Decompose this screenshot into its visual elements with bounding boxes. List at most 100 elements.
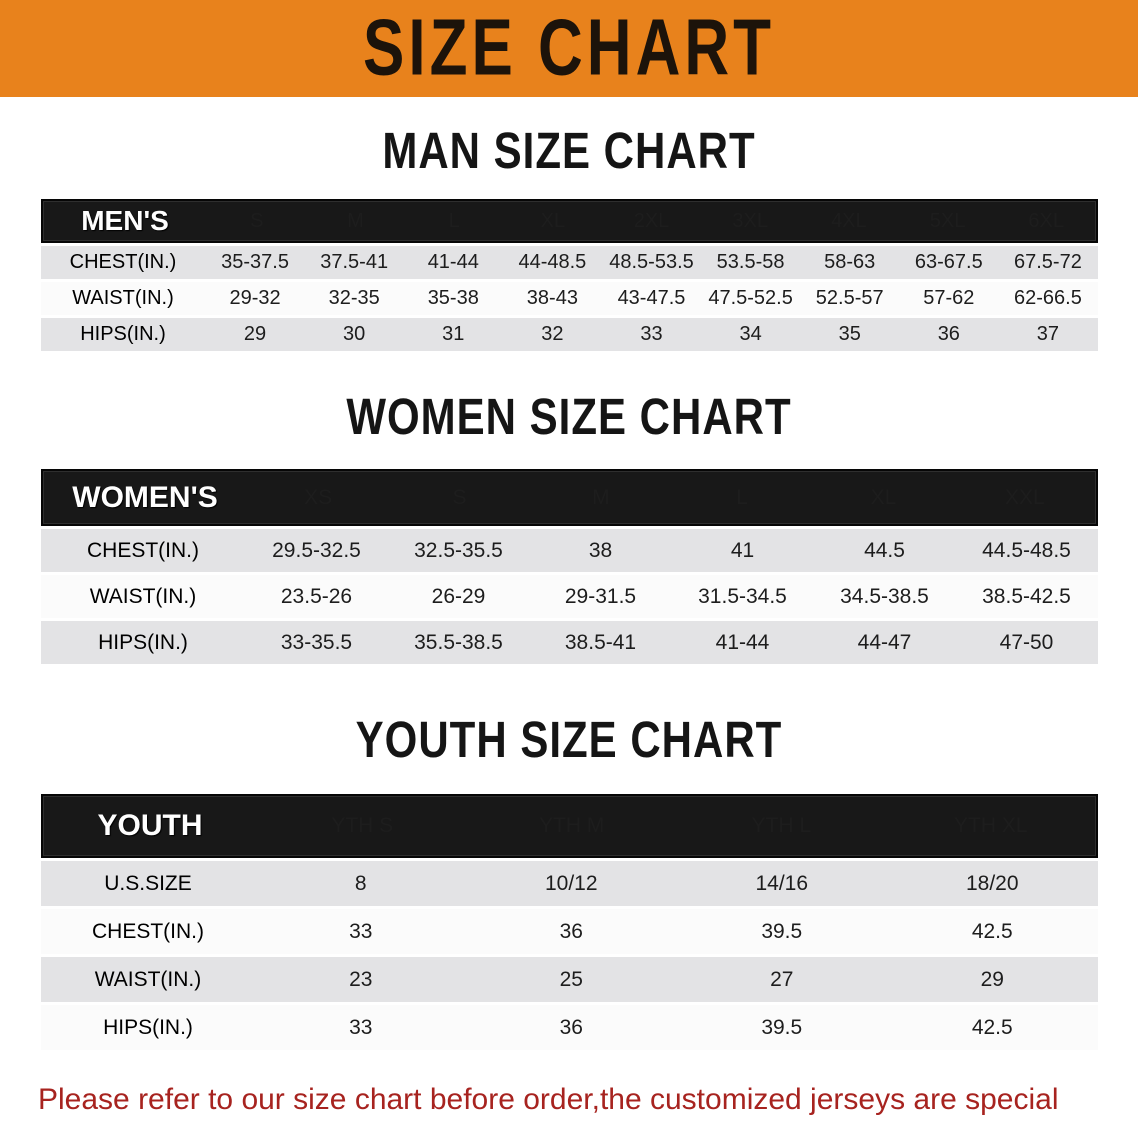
- banner-title: SIZE CHART: [363, 4, 775, 93]
- row-label: WAIST(IN.): [72, 287, 174, 309]
- size-value-cell: 47.5-52.5: [708, 287, 793, 309]
- size-value-cell: 52.5-57: [815, 287, 884, 309]
- size-value-cell: 41: [730, 538, 755, 562]
- size-value-cell: 35: [838, 323, 861, 345]
- size-value-cell: 43-47.5: [617, 287, 686, 309]
- table-corner-label: MEN'S: [81, 205, 169, 236]
- size-column-header: XL: [540, 209, 566, 232]
- size-value-cell: 10/12: [544, 871, 598, 895]
- size-value-cell: 29-31.5: [564, 584, 637, 608]
- size-value-cell: 14/16: [755, 871, 809, 895]
- size-value-cell: 39.5: [761, 1015, 803, 1039]
- size-value-cell: 32.5-35.5: [414, 538, 503, 562]
- size-column-header: 2XL: [633, 209, 670, 232]
- size-value-cell: 34.5-38.5: [840, 584, 929, 608]
- size-value-cell: 23.5-26: [280, 584, 353, 608]
- size-value-cell: 44-48.5: [518, 251, 587, 273]
- size-value-cell: 36: [559, 1015, 583, 1039]
- size-value-cell: 62-66.5: [1014, 287, 1082, 309]
- order-policy-line1: Please refer to our size chart before or…: [38, 1083, 1059, 1132]
- size-column-header: S: [452, 485, 467, 509]
- size-value-cell: 38: [588, 538, 613, 562]
- size-value-cell: 37: [1036, 323, 1060, 345]
- size-value-cell: 39.5: [761, 919, 803, 943]
- size-value-cell: 33: [640, 323, 663, 345]
- size-column-header: 3XL: [732, 209, 768, 232]
- size-table-row: U.S.SIZE 8 10/12 14/16 18/20: [40, 861, 1098, 906]
- size-value-cell: 26-29: [431, 584, 486, 608]
- size-table-header-row: YOUTH YTH S YTH M YTH L YTH XL: [40, 794, 1098, 858]
- order-policy-note: Please refer to our size chart before or…: [38, 1076, 1138, 1132]
- size-value-cell: 35-38: [427, 287, 479, 309]
- size-value-cell: 42.5: [971, 1015, 1013, 1039]
- size-column-header: XXL: [1004, 485, 1045, 509]
- size-column-header: M: [347, 209, 364, 232]
- row-label: HIPS(IN.): [103, 1015, 193, 1039]
- size-column-header: YTH L: [751, 814, 811, 837]
- size-value-cell: 58-63: [824, 251, 876, 273]
- size-column-header: L: [736, 485, 748, 509]
- size-value-cell: 30: [343, 323, 366, 345]
- size-table-row: CHEST(IN.) 29.5-32.5 32.5-35.5 38 41 44.5 44.5…: [40, 529, 1098, 572]
- table-corner-label: YOUTH: [97, 809, 203, 842]
- size-column-header: 6XL: [1028, 209, 1064, 232]
- size-table-row: WAIST(IN.) 23.5-26 26-29 29-31.5 31.5-34.5 34…: [40, 575, 1098, 618]
- size-value-cell: 53.5-58: [716, 251, 785, 273]
- size-value-cell: 18/20: [965, 871, 1019, 895]
- size-column-header: L: [448, 209, 460, 232]
- row-label: CHEST(IN.): [92, 919, 204, 943]
- size-value-cell: 44-47: [857, 630, 912, 654]
- size-column-header: YTH S: [331, 814, 394, 837]
- size-column-header: YTH XL: [953, 814, 1028, 837]
- size-value-cell: 33-35.5: [280, 630, 353, 654]
- size-value-cell: 31.5-34.5: [698, 584, 787, 608]
- size-column-header: M: [592, 485, 610, 509]
- man-size-chart-heading: MAN SIZE CHART: [382, 121, 756, 180]
- row-label: CHEST(IN.): [87, 538, 199, 562]
- size-value-cell: 34: [739, 323, 762, 345]
- row-label: HIPS(IN.): [98, 630, 188, 654]
- size-value-cell: 41-44: [715, 630, 770, 654]
- size-table-row: HIPS(IN.) 29 30 31 32 33 34 35 36 37: [40, 318, 1098, 351]
- size-table-row: HIPS(IN.) 33 36 39.5 42.5: [40, 1005, 1098, 1050]
- size-value-cell: 36: [937, 323, 960, 345]
- size-value-cell: 23: [349, 967, 373, 991]
- size-value-cell: 29: [980, 967, 1004, 991]
- size-table-header-row: MEN'S S M L XL 2XL 3XL 4XL 5XL 6XL: [40, 199, 1098, 243]
- size-column-header: XL: [870, 485, 897, 509]
- table-corner-label: WOMEN'S: [72, 480, 218, 514]
- size-value-cell: 41-44: [427, 251, 479, 273]
- size-value-cell: 8: [354, 871, 367, 895]
- size-table-row: WAIST(IN.) 29-32 32-35 35-38 38-43 43-47.5 47.…: [40, 282, 1098, 315]
- size-chart-banner: SIZE CHART: [0, 0, 1138, 97]
- size-value-cell: 63-67.5: [914, 251, 983, 273]
- size-value-cell: 38-43: [526, 287, 578, 309]
- youth-size-table: YOUTH YTH S YTH M YTH L YTH XL U.S.SIZE 8 10/12…: [40, 794, 1098, 1050]
- size-value-cell: 67.5-72: [1014, 251, 1082, 273]
- size-value-cell: 29: [243, 323, 267, 345]
- size-value-cell: 31: [442, 323, 465, 345]
- size-value-cell: 48.5-53.5: [609, 251, 694, 273]
- size-column-header: 4XL: [831, 209, 867, 232]
- size-table-row: CHEST(IN.) 35-37.5 37.5-41 41-44 44-48.5 48.5…: [40, 246, 1098, 279]
- size-value-cell: 38.5-41: [564, 630, 637, 654]
- size-value-cell: 57-62: [923, 287, 975, 309]
- size-value-cell: 29-32: [229, 287, 281, 309]
- size-table-header-row: WOMEN'S XS S M L XL XXL: [40, 469, 1098, 526]
- size-value-cell: 35-37.5: [221, 251, 289, 273]
- size-value-cell: 32-35: [328, 287, 380, 309]
- size-value-cell: 35.5-38.5: [414, 630, 503, 654]
- size-value-cell: 42.5: [971, 919, 1013, 943]
- size-value-cell: 33: [349, 919, 373, 943]
- row-label: CHEST(IN.): [69, 251, 177, 273]
- size-value-cell: 36: [559, 919, 583, 943]
- size-table-row: WAIST(IN.) 23 25 27 29: [40, 957, 1098, 1002]
- mens-size-table: MEN'S S M L XL 2XL 3XL 4XL 5XL 6XL CHEST(IN.) 35-37…: [40, 199, 1098, 351]
- size-value-cell: 37.5-41: [320, 251, 389, 273]
- womens-size-table: WOMEN'S XS S M L XL XXL CHEST(IN.) 29.5-32.5 32.5…: [40, 469, 1098, 664]
- size-column-header: XS: [304, 485, 333, 509]
- size-value-cell: 44.5: [864, 538, 905, 562]
- size-value-cell: 47-50: [999, 630, 1054, 654]
- size-table-row: HIPS(IN.) 33-35.5 35.5-38.5 38.5-41 41-44 44-…: [40, 621, 1098, 664]
- size-value-cell: 27: [770, 967, 794, 991]
